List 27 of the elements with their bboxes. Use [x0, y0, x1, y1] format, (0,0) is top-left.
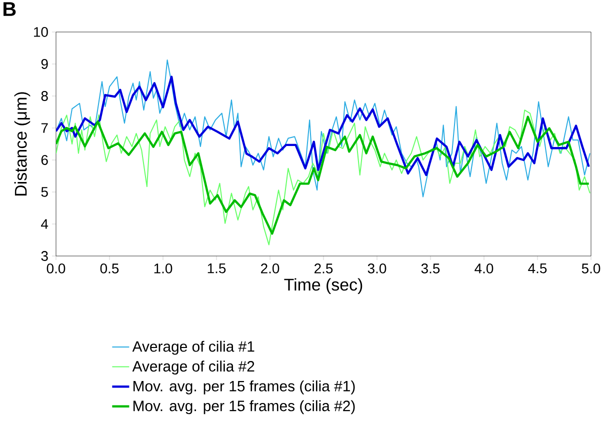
x-tick-label: 4.0	[474, 264, 494, 274]
x-tick-label: 1.5	[208, 264, 226, 274]
y-tick-label: 10	[34, 27, 48, 37]
x-tick-label: 0.5	[100, 264, 119, 274]
legend-label: Mov. avg. per 15 frames (cilia #2)	[134, 400, 355, 414]
x-axis-title: Time (sec)	[284, 278, 362, 294]
legend-label: Average of cilia #2	[132, 360, 254, 375]
x-tick-label: 3.5	[421, 264, 440, 274]
legend-label: Mov. avg. per 15 frames (cilia #1)	[134, 380, 355, 394]
y-tick-label: 3	[41, 251, 48, 261]
text: B	[4, 2, 16, 16]
y-tick-label: 4	[41, 219, 48, 229]
y-tick-label: 9	[41, 59, 48, 69]
y-axis-title: Distance (μm)	[14, 92, 30, 196]
y-tick-label: 8	[41, 91, 48, 101]
x-tick-label: 2.5	[314, 264, 333, 274]
x-tick-label: 1.0	[154, 264, 172, 274]
y-tick-label: 6	[41, 155, 48, 165]
x-tick-label: 3.0	[368, 264, 386, 274]
y-tick-label: 5	[41, 187, 48, 197]
x-tick-label: 0.0	[46, 264, 66, 274]
line-series	[56, 59, 590, 198]
x-tick-label: 5.0	[582, 264, 600, 274]
x-tick-label: 4.5	[528, 264, 547, 274]
legend-label: Average of cilia #1	[132, 340, 254, 355]
x-tick-label: 2.0	[261, 264, 280, 274]
y-tick-label: 7	[41, 123, 48, 133]
